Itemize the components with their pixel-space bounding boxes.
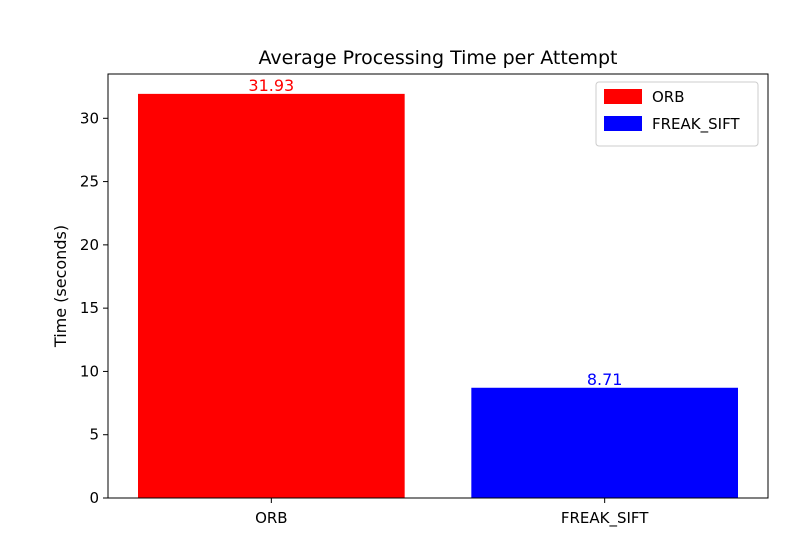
y-tick-label: 30: [80, 109, 99, 127]
y-axis-label: Time (seconds): [51, 225, 70, 348]
legend: ORB FREAK_SIFT: [595, 81, 759, 147]
bar-freak-sift: [471, 387, 738, 498]
x-tick-label: FREAK_SIFT: [561, 509, 649, 528]
legend-label: FREAK_SIFT: [652, 115, 740, 134]
y-tick-label: 10: [80, 362, 99, 380]
y-tick-label: 25: [80, 173, 99, 191]
chart-title: Average Processing Time per Attempt: [259, 47, 618, 69]
bar-value-label: 8.71: [587, 370, 623, 389]
y-tick-label: 20: [80, 236, 99, 254]
bar-orb: [138, 93, 405, 499]
y-tick-label: 15: [80, 299, 99, 317]
x-tick-label: ORB: [255, 509, 288, 527]
legend-swatch: [604, 89, 642, 104]
legend-label: ORB: [652, 88, 685, 106]
y-tick-label: 5: [89, 426, 99, 444]
bar-value-label: 31.93: [248, 76, 294, 95]
y-tick-label: 0: [89, 489, 99, 507]
plot-frame: [107, 73, 769, 499]
legend-swatch: [604, 116, 642, 131]
